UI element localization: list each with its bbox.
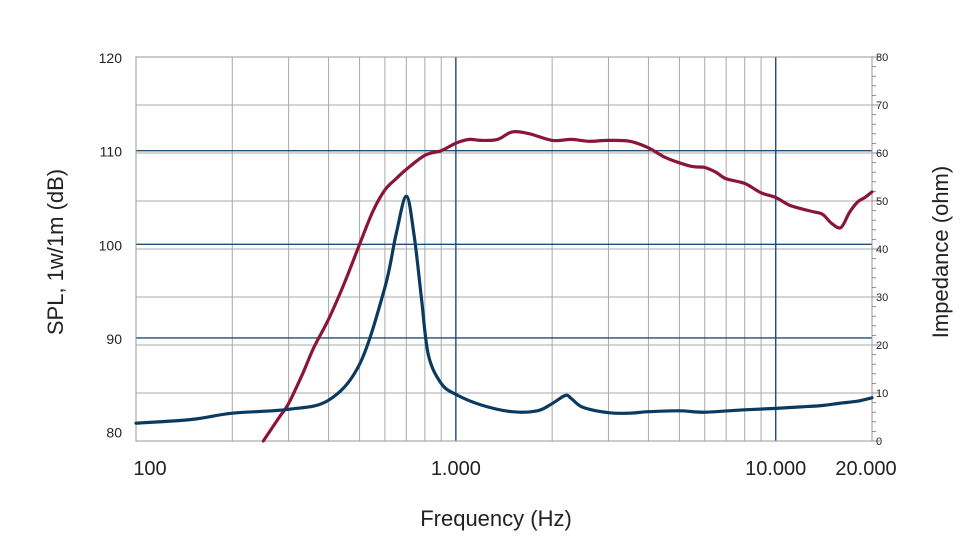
y2-tick-label: 20 (876, 340, 888, 352)
impedance-curve (134, 194, 874, 425)
series-layer (134, 130, 874, 443)
y-tick-label: 90 (106, 331, 122, 347)
x-tick-label: 10.000 (745, 458, 806, 480)
x-tick-labels: 100 1.000 10.000 20.000 (133, 458, 896, 480)
y-tick-label: 80 (106, 425, 122, 441)
y2-axis-title: Impedance (ohm) (928, 166, 953, 338)
spl-curve (261, 130, 874, 443)
y-tick-label: 110 (100, 144, 123, 160)
y2-tick-label: 80 (876, 52, 888, 64)
y-axis-title: SPL, 1w/1m (dB) (43, 169, 68, 335)
major-grid (136, 57, 872, 441)
x-tick-label: 1.000 (431, 458, 481, 480)
y2-tick-label: 60 (876, 148, 888, 160)
y-tick-labels: 80 90 100 110 120 (99, 50, 123, 441)
y2-tick-label: 30 (876, 292, 888, 304)
y2-tick-label: 70 (876, 100, 888, 112)
x-tick-label: 100 (133, 458, 166, 480)
minor-grid (135, 57, 873, 441)
y2-tick-label: 0 (876, 436, 882, 448)
y-tick-label: 120 (99, 50, 123, 66)
y2-tick-labels: 0 10 20 30 40 50 60 70 80 (876, 52, 888, 448)
y2-tick-label: 50 (876, 196, 888, 208)
x-tick-label: 20.000 (835, 458, 896, 480)
y2-tick-label: 40 (876, 244, 888, 256)
x-axis-title: Frequency (Hz) (420, 506, 572, 531)
y-tick-label: 100 (99, 237, 123, 253)
y2-tick-label: 10 (876, 388, 888, 400)
right-axis-minor-ticks (872, 56, 880, 442)
